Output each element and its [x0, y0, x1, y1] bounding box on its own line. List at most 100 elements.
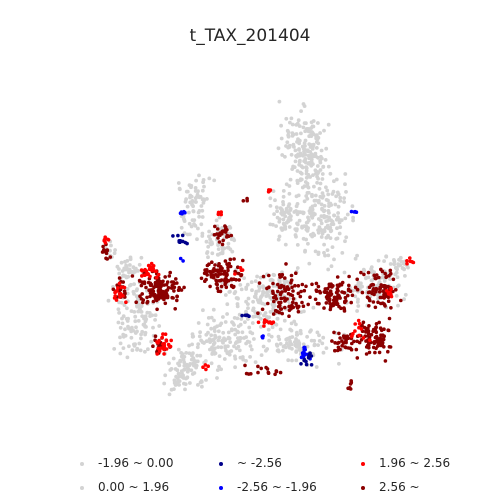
map-point [177, 348, 181, 352]
map-point [319, 182, 323, 186]
map-point [132, 282, 136, 286]
map-point [221, 341, 225, 345]
map-point [340, 339, 344, 343]
map-point [283, 276, 287, 280]
map-point [326, 193, 330, 197]
map-point [343, 217, 347, 221]
map-point [178, 374, 182, 378]
map-point [184, 200, 188, 204]
map-point [290, 322, 294, 326]
map-point [382, 284, 386, 288]
map-point [300, 356, 304, 360]
map-point [212, 267, 216, 271]
map-point [290, 153, 294, 157]
map-point [294, 323, 298, 327]
map-point [316, 343, 320, 347]
map-point [234, 341, 238, 345]
map-point [329, 293, 333, 297]
map-point [307, 356, 311, 360]
map-point [194, 186, 198, 190]
map-point [296, 243, 300, 247]
map-point [388, 317, 392, 321]
map-point [232, 285, 236, 289]
map-point [317, 285, 321, 289]
map-point [267, 294, 271, 298]
map-point [117, 307, 121, 311]
map-point [316, 164, 320, 168]
map-point [254, 360, 258, 364]
map-point [321, 172, 325, 176]
legend-marker-icon [219, 462, 223, 466]
map-point [217, 262, 221, 266]
map-point [290, 359, 294, 363]
map-point [382, 327, 386, 331]
map-point [147, 264, 151, 268]
map-point [374, 326, 378, 330]
map-point [227, 331, 231, 335]
map-point [226, 246, 230, 250]
map-point [339, 307, 343, 311]
map-point [332, 214, 336, 218]
map-point [186, 190, 190, 194]
map-point [146, 347, 150, 351]
map-point [197, 321, 201, 325]
map-point [267, 328, 271, 332]
map-point [258, 281, 262, 285]
map-point [343, 239, 347, 243]
map-point [327, 123, 331, 127]
map-point [141, 301, 145, 305]
map-point [325, 301, 329, 305]
map-point [251, 321, 255, 325]
map-point [290, 335, 294, 339]
map-point [154, 313, 158, 317]
map-point [368, 299, 372, 303]
map-point [175, 295, 179, 299]
map-point [306, 127, 310, 131]
map-point [196, 342, 200, 346]
map-point [107, 299, 111, 303]
map-point [296, 202, 300, 206]
map-point [309, 134, 313, 138]
legend-item: 2.56 ~ [361, 480, 420, 494]
map-point [351, 204, 355, 208]
map-point [171, 296, 175, 300]
map-point [244, 359, 248, 363]
map-point [396, 262, 400, 266]
map-point [216, 227, 220, 231]
map-point [126, 317, 130, 321]
map-point [182, 217, 186, 221]
map-point [276, 283, 280, 287]
map-point [404, 293, 408, 297]
map-point [267, 188, 271, 192]
map-point [221, 243, 225, 247]
map-point [159, 347, 163, 351]
map-point [291, 165, 295, 169]
map-point [147, 281, 151, 285]
map-point [371, 289, 375, 293]
map-point [336, 237, 340, 241]
map-point [343, 182, 347, 186]
map-point [344, 346, 348, 350]
map-point [317, 302, 321, 306]
map-point [242, 336, 246, 340]
map-point [302, 159, 306, 163]
map-point [206, 323, 210, 327]
map-point [327, 165, 331, 169]
map-point [256, 371, 260, 375]
map-point [370, 271, 374, 275]
map-point [311, 205, 315, 209]
map-point [303, 346, 307, 350]
map-point [291, 294, 295, 298]
map-point [181, 352, 185, 356]
map-point [225, 312, 229, 316]
map-point [332, 179, 336, 183]
map-point [239, 356, 243, 360]
map-point [219, 272, 223, 276]
map-point [320, 149, 324, 153]
map-point [394, 288, 398, 292]
map-point [185, 363, 189, 367]
map-point [227, 262, 231, 266]
map-point [207, 177, 211, 181]
map-point [144, 286, 148, 290]
map-point [221, 315, 225, 319]
